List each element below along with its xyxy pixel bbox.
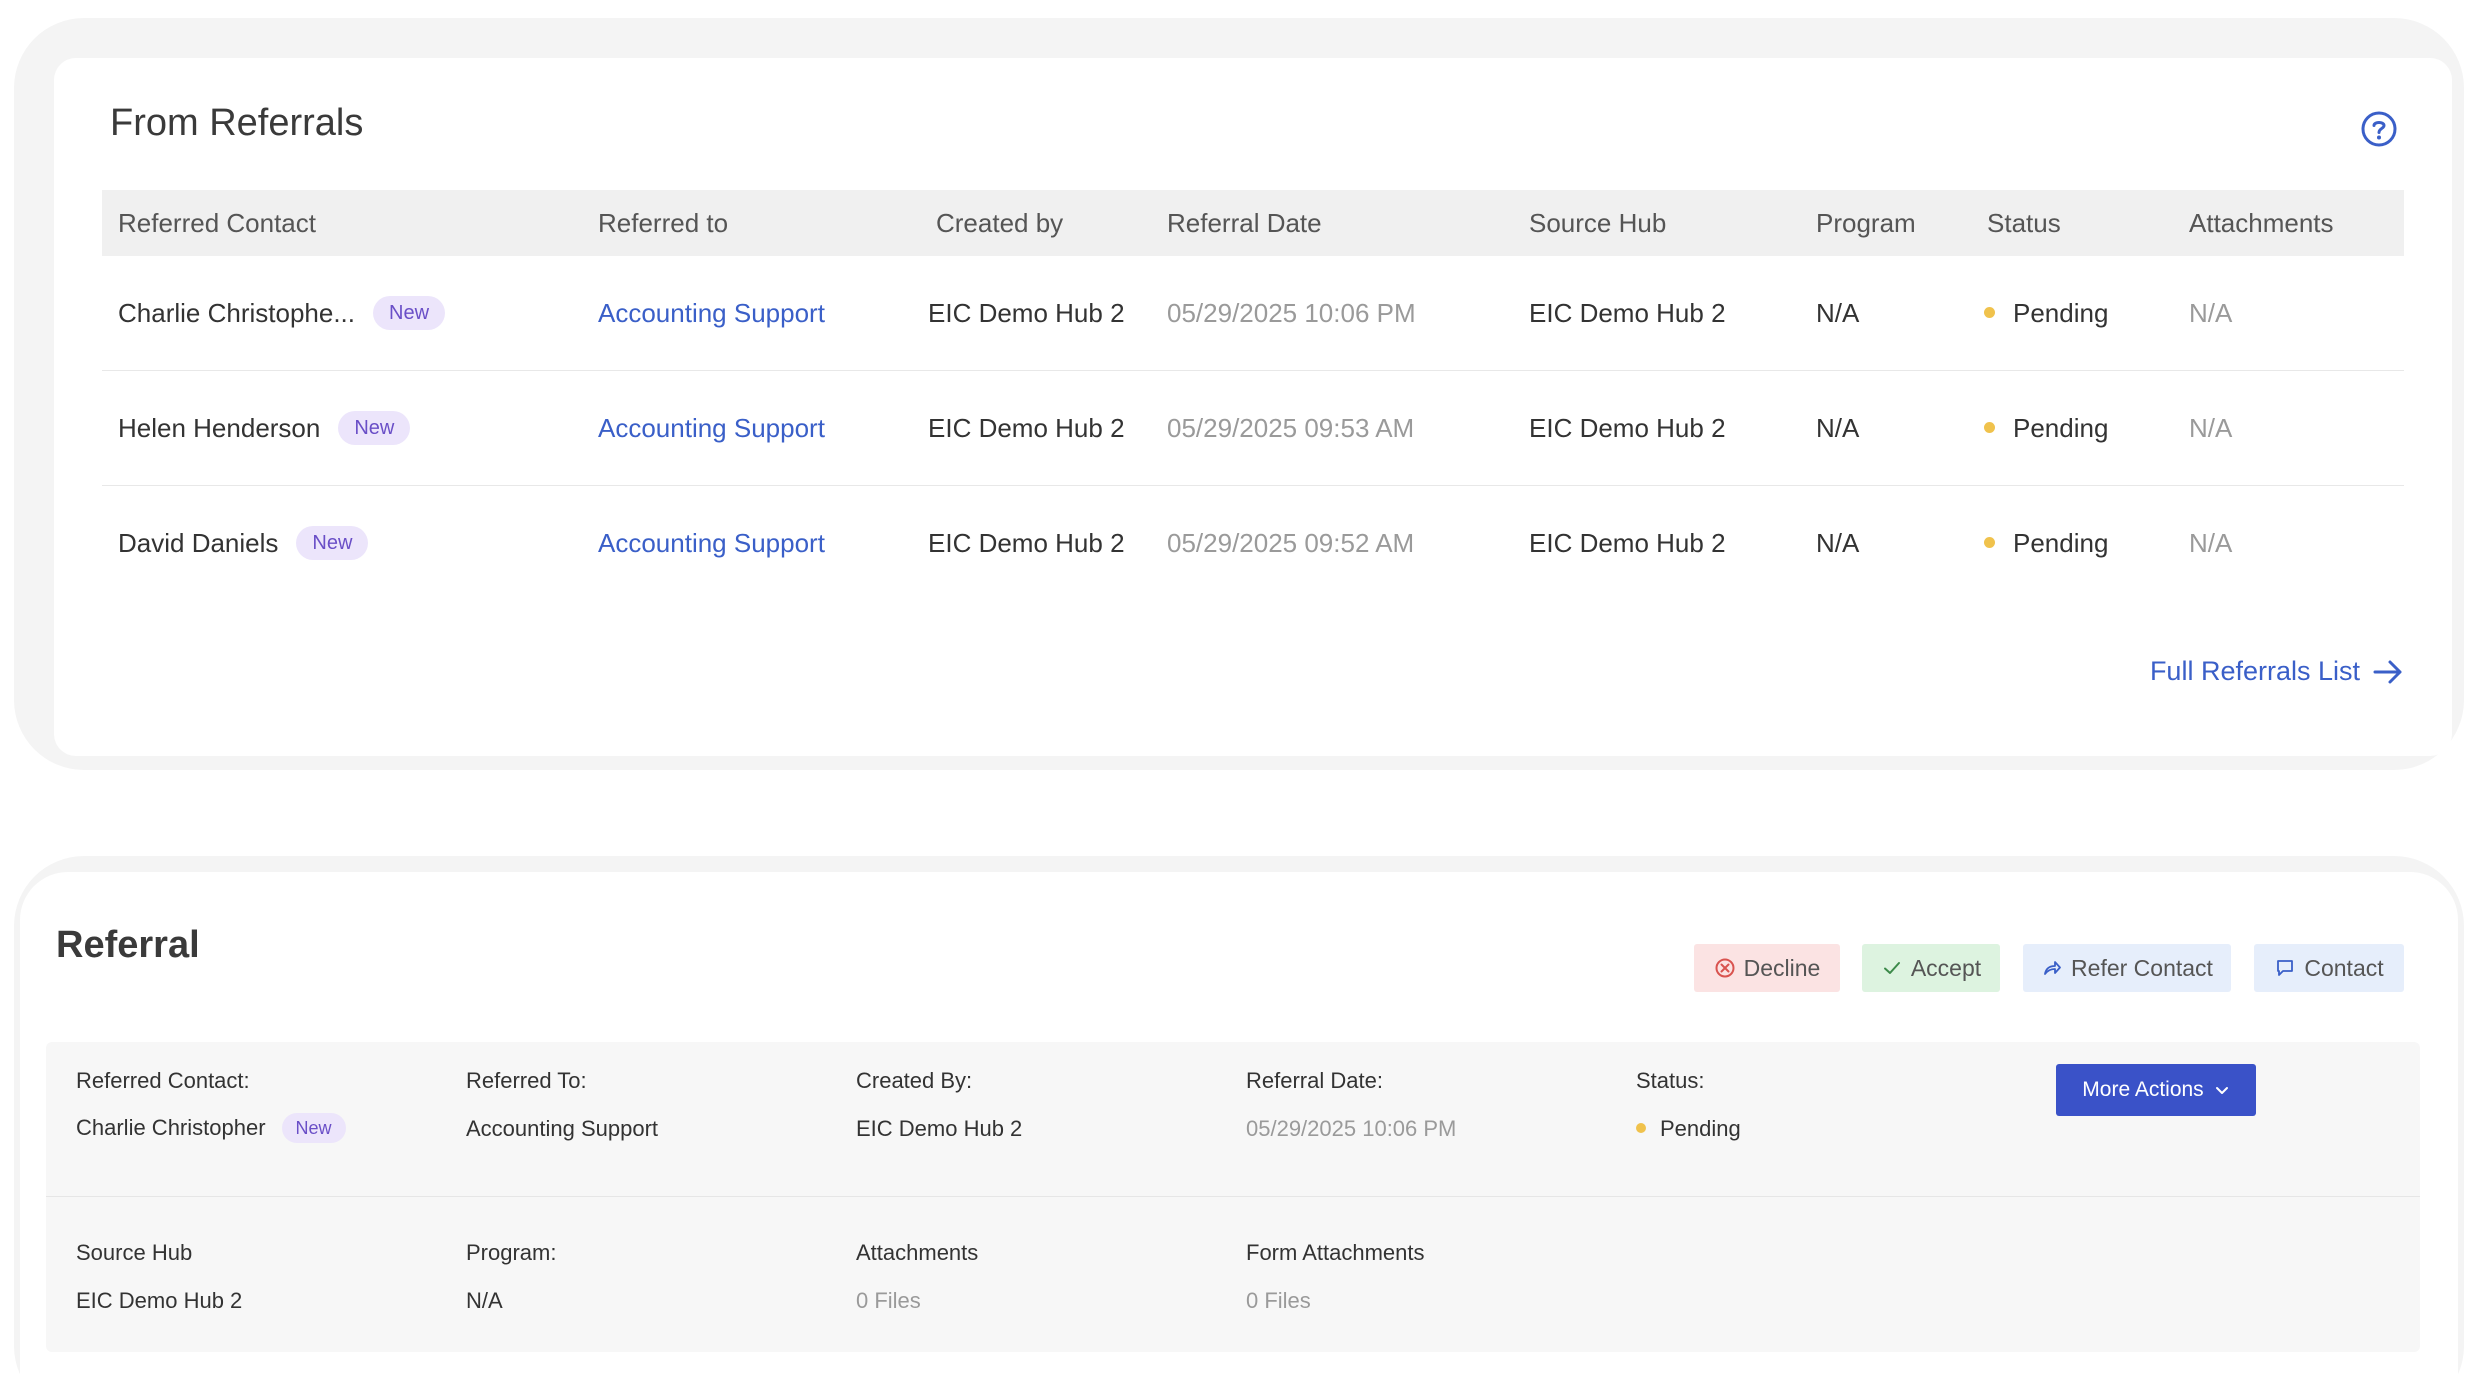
referred-contact-value: Charlie Christopher New — [76, 1113, 346, 1144]
program-cell: N/A — [1816, 298, 1860, 328]
close-circle-icon — [1715, 958, 1735, 978]
program-cell: N/A — [1816, 528, 1860, 558]
col-attachments[interactable]: Attachments — [2189, 208, 2334, 238]
table-row[interactable]: David Daniels New Accounting Support EIC … — [102, 486, 2404, 601]
contact-name[interactable]: Helen Henderson — [118, 413, 321, 443]
refer-contact-label: Refer Contact — [2071, 954, 2213, 981]
contact-button[interactable]: Contact — [2254, 944, 2404, 992]
col-program[interactable]: Program — [1816, 208, 1916, 238]
status-value: Pending — [1636, 1116, 1741, 1142]
referred-contact-cell: David Daniels New — [118, 486, 369, 601]
arrow-right-icon — [2373, 660, 2402, 683]
col-referred-to[interactable]: Referred to — [598, 208, 729, 238]
refer-contact-button[interactable]: Refer Contact — [2023, 944, 2231, 992]
panel-title: From Referrals — [110, 102, 364, 144]
created-by-cell: EIC Demo Hub 2 — [928, 298, 1125, 328]
decline-label: Decline — [1743, 954, 1821, 981]
new-badge: New — [373, 296, 446, 331]
referral-date-cell: 05/29/2025 09:53 AM — [1167, 413, 1415, 443]
col-referral-date[interactable]: Referral Date — [1167, 208, 1322, 238]
referred-contact-name[interactable]: Charlie Christopher — [76, 1114, 266, 1140]
from-referrals-panel: From Referrals Referred Contact Referred… — [54, 58, 2452, 756]
attachments-label: Attachments — [856, 1240, 979, 1265]
created-by-cell: EIC Demo Hub 2 — [928, 528, 1125, 558]
created-by-label: Created By: — [856, 1068, 973, 1093]
new-badge: New — [281, 1113, 346, 1143]
status-text: Pending — [2013, 298, 2109, 328]
source-hub-cell: EIC Demo Hub 2 — [1529, 528, 1726, 558]
status-text: Pending — [2013, 413, 2109, 443]
program-value: N/A — [466, 1288, 503, 1313]
status-cell: Pending — [1984, 371, 2108, 486]
created-by-cell: EIC Demo Hub 2 — [928, 413, 1125, 443]
referred-contact-cell: Helen Henderson New — [118, 371, 411, 486]
contact-label: Contact — [2304, 954, 2384, 981]
referred-to-label: Referred To: — [466, 1068, 587, 1093]
referred-contact-cell: Charlie Christophe... New — [118, 256, 446, 371]
accept-label: Accept — [1910, 954, 1982, 981]
attachments-value[interactable]: 0 Files — [856, 1288, 921, 1313]
referrals-table-header: Referred Contact Referred to Created by … — [102, 190, 2404, 256]
source-hub-cell: EIC Demo Hub 2 — [1529, 298, 1726, 328]
pending-dot-icon — [1984, 536, 1995, 548]
referral-details: Referred Contact: Charlie Christopher New… — [46, 1042, 2420, 1352]
referred-contact-label: Referred Contact: — [76, 1068, 250, 1093]
referral-title: Referral — [56, 924, 200, 966]
form-attachments-label: Form Attachments — [1246, 1240, 1425, 1265]
status-label: Status: — [1636, 1068, 1705, 1093]
new-badge: New — [338, 411, 411, 446]
pending-dot-icon — [1636, 1123, 1646, 1134]
share-arrow-icon — [2044, 961, 2061, 975]
referral-date-cell: 05/29/2025 09:52 AM — [1167, 528, 1415, 558]
chevron-down-icon — [2215, 1087, 2228, 1094]
col-created-by[interactable]: Created by — [936, 208, 1064, 238]
help-icon[interactable] — [2360, 110, 2398, 148]
table-row[interactable]: Charlie Christophe... New Accounting Supp… — [102, 256, 2404, 371]
full-referrals-list-link[interactable]: Full Referrals List — [2150, 656, 2404, 687]
details-divider — [46, 1196, 2420, 1197]
chat-bubble-icon — [2277, 960, 2294, 976]
attachments-cell: N/A — [2189, 413, 2233, 443]
contact-name[interactable]: David Daniels — [118, 528, 279, 558]
program-label: Program: — [466, 1240, 557, 1265]
status-text: Pending — [2013, 528, 2109, 558]
pending-dot-icon — [1984, 306, 1995, 318]
referred-to-link[interactable]: Accounting Support — [598, 413, 825, 443]
table-row[interactable]: Helen Henderson New Accounting Support EI… — [102, 371, 2404, 486]
more-actions-label: More Actions — [2082, 1078, 2204, 1101]
referred-to-value: Accounting Support — [466, 1116, 659, 1141]
col-status[interactable]: Status — [1987, 208, 2061, 238]
referral-date-cell: 05/29/2025 10:06 PM — [1167, 298, 1416, 328]
referred-to-link[interactable]: Accounting Support — [598, 528, 825, 558]
decline-button[interactable]: Decline — [1694, 944, 1840, 992]
form-attachments-value[interactable]: 0 Files — [1246, 1288, 1311, 1313]
contact-name[interactable]: Charlie Christophe... — [118, 298, 355, 328]
col-source-hub[interactable]: Source Hub — [1529, 208, 1667, 238]
source-hub-value: EIC Demo Hub 2 — [76, 1288, 243, 1313]
status-cell: Pending — [1984, 486, 2108, 601]
pending-dot-icon — [1984, 421, 1995, 433]
source-hub-cell: EIC Demo Hub 2 — [1529, 413, 1726, 443]
status-text: Pending — [1660, 1116, 1741, 1141]
more-actions-button[interactable]: More Actions — [2056, 1064, 2256, 1116]
attachments-cell: N/A — [2189, 528, 2233, 558]
full-referrals-list-label: Full Referrals List — [2149, 656, 2360, 686]
attachments-cell: N/A — [2189, 298, 2233, 328]
check-icon — [1883, 962, 1900, 974]
referral-date-value: 05/29/2025 10:06 PM — [1246, 1116, 1457, 1141]
referral-panel: Referral Decline Accept Refer Contact — [20, 872, 2458, 1386]
source-hub-label: Source Hub — [76, 1240, 193, 1265]
referred-to-link[interactable]: Accounting Support — [598, 298, 825, 328]
from-referrals-panel-outer: From Referrals Referred Contact Referred… — [14, 18, 2464, 770]
status-cell: Pending — [1984, 256, 2108, 371]
accept-button[interactable]: Accept — [1862, 944, 2000, 992]
program-cell: N/A — [1816, 413, 1860, 443]
referral-panel-outer: Referral Decline Accept Refer Contact — [14, 856, 2464, 1386]
new-badge: New — [296, 526, 369, 561]
referral-date-label: Referral Date: — [1246, 1068, 1383, 1093]
created-by-value: EIC Demo Hub 2 — [856, 1116, 1023, 1141]
col-referred-contact[interactable]: Referred Contact — [118, 208, 316, 238]
